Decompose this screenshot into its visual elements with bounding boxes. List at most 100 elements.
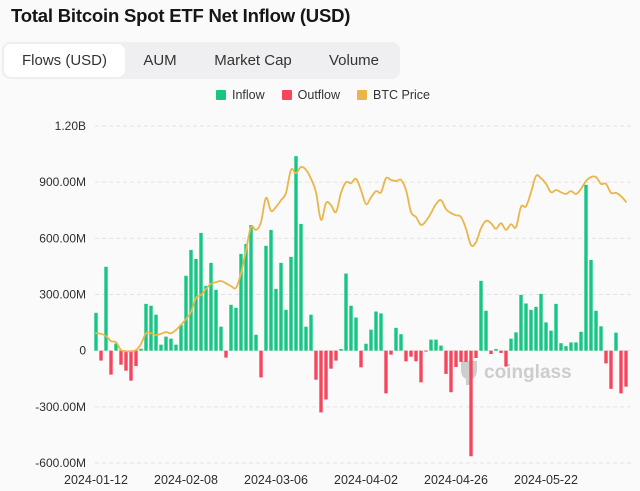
bar-inflow xyxy=(354,317,358,351)
grid-layer xyxy=(95,125,631,464)
tab-market-cap[interactable]: Market Cap xyxy=(214,52,292,69)
y-tick-label: 0 xyxy=(79,344,86,358)
bar-inflow xyxy=(479,280,483,351)
bar-inflow xyxy=(434,339,438,351)
bar-inflow xyxy=(304,326,308,351)
bar-inflow xyxy=(344,273,348,351)
bar-inflow xyxy=(529,309,533,351)
bar-inflow xyxy=(234,307,238,351)
bar-outflow xyxy=(504,350,508,367)
bar-inflow xyxy=(374,311,378,351)
bar-inflow xyxy=(139,348,143,351)
bar-inflow xyxy=(439,345,443,351)
bar-inflow xyxy=(614,332,618,351)
bar-inflow xyxy=(159,344,163,351)
legend-item-btc-price[interactable]: BTC Price xyxy=(357,88,430,102)
y-tick-label: 300.00M xyxy=(39,288,86,302)
bar-inflow xyxy=(174,344,178,351)
bar-inflow xyxy=(289,256,293,351)
bar-inflow xyxy=(349,305,353,351)
bar-inflow xyxy=(284,309,288,351)
chart-title: Total Bitcoin Spot ETF Net Inflow (USD) xyxy=(11,5,351,26)
bar-inflow xyxy=(209,262,213,351)
x-tick-label: 2024-04-26 xyxy=(424,473,488,487)
bar-inflow xyxy=(144,303,148,351)
legend-label-outflow: Outflow xyxy=(297,88,341,102)
bar-inflow xyxy=(559,343,563,351)
bar-inflow xyxy=(309,314,313,351)
bar-inflow xyxy=(394,327,398,351)
bar-inflow xyxy=(269,229,273,351)
bar-inflow xyxy=(584,184,588,351)
bar-inflow xyxy=(554,303,558,351)
bar-inflow xyxy=(249,225,253,351)
bar-outflow xyxy=(459,350,463,362)
bar-inflow xyxy=(154,314,158,351)
bar-inflow xyxy=(239,253,243,351)
bar-outflow xyxy=(499,350,503,353)
bar-inflow xyxy=(184,275,188,351)
bar-inflow xyxy=(594,310,598,351)
bar-outflow xyxy=(259,350,263,378)
bar-inflow xyxy=(299,223,303,351)
bar-outflow xyxy=(404,350,408,362)
bar-outflow xyxy=(419,350,423,383)
bar-inflow xyxy=(524,303,528,351)
legend-item-outflow[interactable]: Outflow xyxy=(281,88,341,102)
bar-inflow xyxy=(179,324,183,351)
bar-inflow xyxy=(599,326,603,351)
bar-inflow xyxy=(484,310,488,351)
x-tick-label: 2024-02-08 xyxy=(154,473,218,487)
y-tick-label: -300.00M xyxy=(35,400,86,414)
chart-legend: Inflow Outflow BTC Price xyxy=(216,87,447,103)
bar-outflow xyxy=(604,350,608,364)
tab-flows-usd[interactable]: Flows (USD) xyxy=(4,44,125,77)
bar-inflow xyxy=(429,339,433,351)
legend-item-inflow[interactable]: Inflow xyxy=(216,88,265,102)
bar-outflow xyxy=(409,350,413,357)
bar-outflow xyxy=(319,350,323,413)
bar-inflow xyxy=(369,329,373,351)
bar-inflow xyxy=(569,342,573,351)
bar-inflow xyxy=(264,245,268,351)
line-layer xyxy=(95,165,627,353)
btc-price-swatch-icon xyxy=(357,90,368,100)
bar-outflow xyxy=(334,350,338,361)
bar-inflow xyxy=(539,293,543,351)
bar-inflow xyxy=(149,305,153,351)
bar-inflow xyxy=(589,259,593,351)
bar-inflow xyxy=(549,330,553,351)
metric-tab-bar: Flows (USD) AUM Market Cap Volume xyxy=(2,42,400,79)
bar-outflow xyxy=(414,350,418,362)
bar-inflow xyxy=(169,338,173,351)
bar-inflow xyxy=(364,343,368,351)
btc-price-line xyxy=(95,165,627,353)
bar-outflow xyxy=(464,350,468,362)
bar-layer xyxy=(94,156,628,457)
bar-outflow xyxy=(329,350,333,369)
tab-volume[interactable]: Volume xyxy=(328,52,380,69)
axis-layer: 1.20B 900.00M 600.00M 300.00M 0 -300.00M -600.… xyxy=(35,119,578,487)
bar-outflow xyxy=(454,350,458,367)
bar-outflow xyxy=(224,350,228,358)
bar-inflow xyxy=(534,306,538,351)
bar-outflow xyxy=(119,350,123,365)
bar-inflow xyxy=(189,249,193,351)
bar-inflow xyxy=(399,334,403,351)
bar-inflow xyxy=(509,338,513,351)
y-tick-label: 600.00M xyxy=(39,231,86,245)
bar-outflow xyxy=(389,350,393,355)
bar-inflow xyxy=(574,342,578,351)
bar-inflow xyxy=(339,348,343,351)
bar-inflow xyxy=(214,289,218,351)
bar-inflow xyxy=(104,266,108,351)
bar-inflow xyxy=(164,336,168,351)
bar-outflow xyxy=(99,350,103,361)
bar-outflow xyxy=(359,350,363,368)
inflow-swatch-icon xyxy=(216,90,226,100)
bar-outflow xyxy=(609,350,613,389)
bar-outflow xyxy=(619,350,623,394)
bar-inflow xyxy=(244,243,248,351)
tab-aum[interactable]: AUM xyxy=(143,52,177,69)
